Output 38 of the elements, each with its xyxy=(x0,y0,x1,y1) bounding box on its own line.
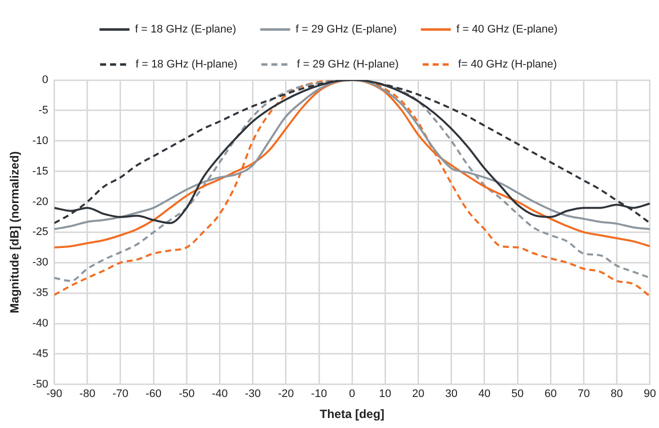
x-tick-label: -20 xyxy=(278,388,294,400)
x-tick-label: 60 xyxy=(544,388,557,400)
y-tick-label: -10 xyxy=(32,134,48,147)
x-tick-label: 70 xyxy=(578,388,590,400)
x-tick-label: -30 xyxy=(244,388,261,400)
x-axis-title: Theta [deg] xyxy=(320,407,384,422)
x-tick-label: 0 xyxy=(349,388,356,400)
legend-label: f= 40 GHz (H-plane) xyxy=(458,58,557,71)
legend-label: f = 40 GHz (E-plane) xyxy=(456,24,558,36)
legend-label: f = 29 GHz (E-plane) xyxy=(296,24,397,36)
y-axis-title: Magnitude [dB] (normalized) xyxy=(8,151,22,314)
y-tick-label: -35 xyxy=(32,287,48,300)
y-tick-label: -40 xyxy=(32,318,48,330)
x-tick-label: 40 xyxy=(478,388,491,400)
x-tick-label: 10 xyxy=(379,388,392,400)
y-tick-label: -25 xyxy=(32,226,48,238)
x-tick-label: -10 xyxy=(311,388,327,400)
y-tick-label: -45 xyxy=(32,348,48,360)
y-tick-label: -50 xyxy=(32,378,48,390)
legend-label: f = 18 GHz (E-plane) xyxy=(134,24,236,36)
x-tick-label: 90 xyxy=(644,388,656,400)
y-tick-label: -5 xyxy=(38,104,48,116)
x-tick-label: 20 xyxy=(412,388,424,400)
x-tick-label: -70 xyxy=(112,388,128,400)
x-tick-label: -90 xyxy=(46,388,62,400)
x-tick-label: 30 xyxy=(445,388,458,400)
x-tick-label: -50 xyxy=(178,388,195,400)
x-tick-label: -80 xyxy=(79,388,96,400)
x-tick-label: -60 xyxy=(146,388,162,400)
y-tick-label: -20 xyxy=(32,196,48,208)
x-tick-label: 80 xyxy=(610,388,623,400)
y-tick-label: 0 xyxy=(42,74,48,86)
legend-label: f = 18 GHz (H-plane) xyxy=(136,58,238,71)
x-tick-label: 50 xyxy=(511,388,524,400)
y-tick-label: -15 xyxy=(32,165,48,178)
y-tick-label: -30 xyxy=(32,256,48,269)
legend-label: f = 29 GHz (H-plane) xyxy=(296,58,399,71)
x-tick-label: -40 xyxy=(212,388,228,400)
